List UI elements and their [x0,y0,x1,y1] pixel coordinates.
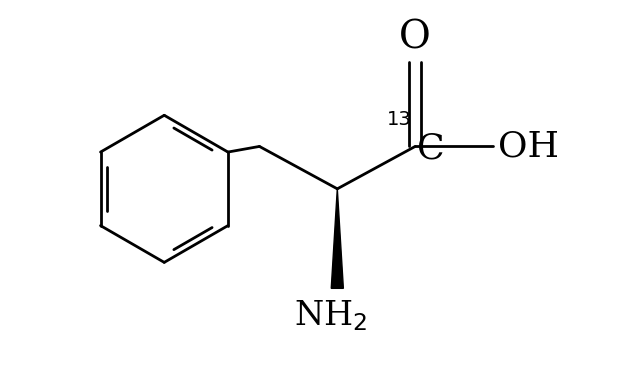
Text: C: C [417,131,445,165]
Text: OH: OH [499,130,559,163]
Text: NH$_2$: NH$_2$ [294,299,367,334]
Polygon shape [332,189,344,288]
Text: 13: 13 [387,110,412,129]
Text: O: O [399,20,431,56]
